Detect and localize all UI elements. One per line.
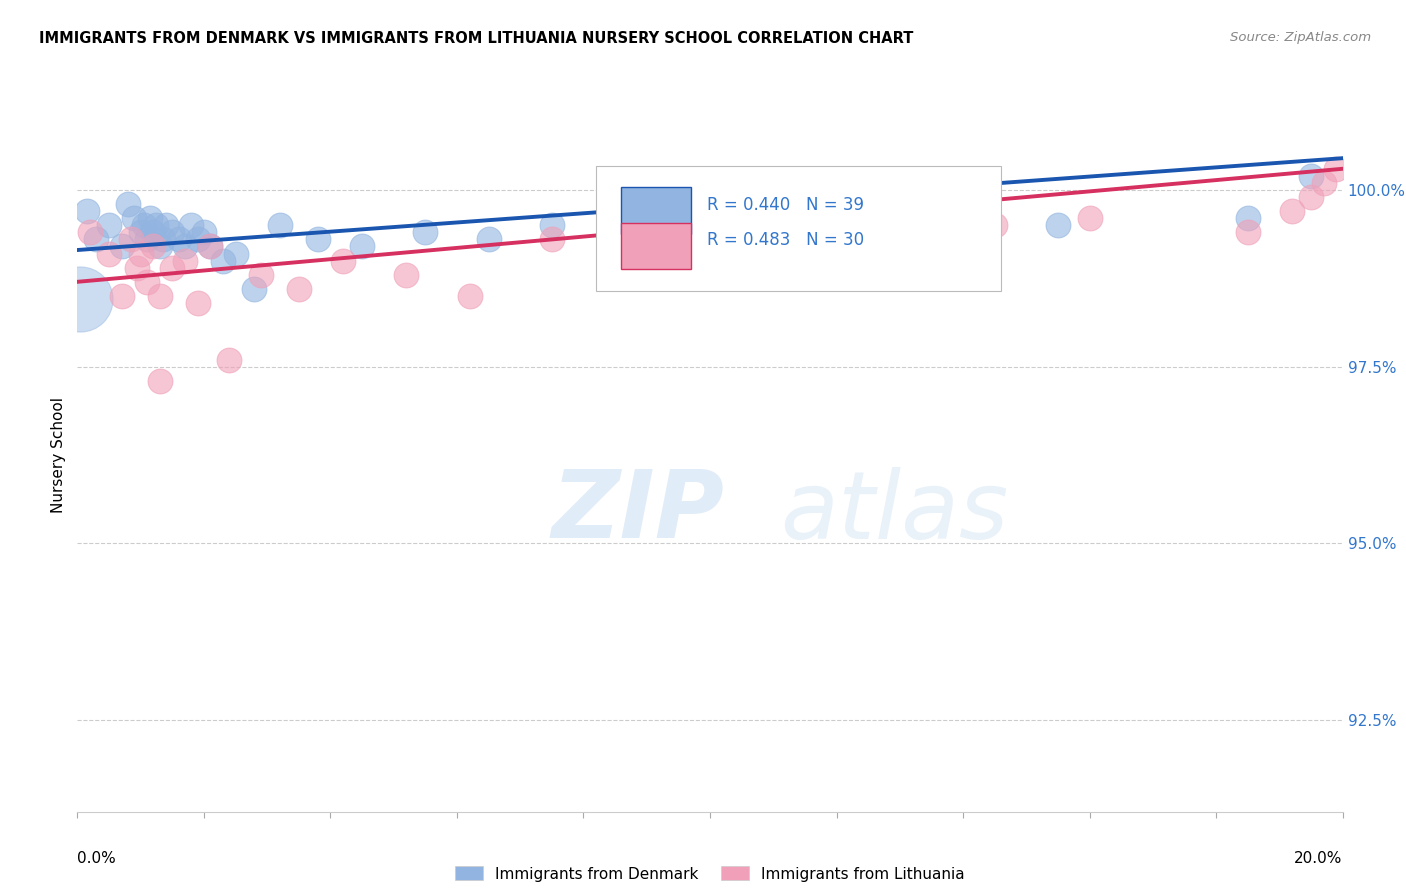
Point <box>699 239 721 253</box>
Point <box>98 219 120 233</box>
Point <box>193 225 215 239</box>
FancyBboxPatch shape <box>621 187 692 234</box>
Point <box>952 176 974 190</box>
Point <box>145 219 167 233</box>
Point <box>541 232 564 246</box>
Point <box>86 232 108 246</box>
Point <box>124 211 146 226</box>
Point <box>1047 219 1070 233</box>
Point <box>825 225 848 239</box>
Text: ZIP: ZIP <box>553 466 724 558</box>
Point <box>200 239 222 253</box>
Point <box>762 211 785 226</box>
Point <box>605 225 627 239</box>
Point <box>186 296 209 310</box>
Point <box>149 239 172 253</box>
Point <box>1301 169 1323 183</box>
Point <box>250 268 273 282</box>
Point <box>136 232 159 246</box>
Point <box>211 253 233 268</box>
Point <box>162 225 183 239</box>
Point <box>1313 176 1336 190</box>
Legend: Immigrants from Denmark, Immigrants from Lithuania: Immigrants from Denmark, Immigrants from… <box>451 862 969 886</box>
Text: Source: ZipAtlas.com: Source: ZipAtlas.com <box>1230 31 1371 45</box>
Y-axis label: Nursery School: Nursery School <box>51 397 66 513</box>
Point <box>218 352 240 367</box>
FancyBboxPatch shape <box>596 166 1001 291</box>
Point <box>1326 161 1348 176</box>
Point <box>225 246 247 260</box>
Point <box>69 293 91 307</box>
Text: R = 0.483   N = 30: R = 0.483 N = 30 <box>707 231 865 249</box>
Point <box>136 275 159 289</box>
Text: 0.0%: 0.0% <box>77 851 117 866</box>
Point <box>111 239 132 253</box>
Point <box>1301 190 1323 204</box>
Point <box>415 225 437 239</box>
Point <box>269 219 291 233</box>
Point <box>167 232 190 246</box>
Point <box>1237 225 1260 239</box>
Point <box>332 253 354 268</box>
Point <box>132 219 155 233</box>
Point <box>984 219 1007 233</box>
Point <box>605 260 627 275</box>
Text: atlas: atlas <box>780 467 1008 558</box>
Point <box>288 282 311 296</box>
Point <box>180 219 202 233</box>
Point <box>395 268 418 282</box>
Point <box>858 219 880 233</box>
Point <box>127 260 149 275</box>
FancyBboxPatch shape <box>621 223 692 269</box>
Point <box>243 282 266 296</box>
Text: R = 0.440   N = 39: R = 0.440 N = 39 <box>707 195 865 213</box>
Point <box>120 232 142 246</box>
Point <box>174 239 197 253</box>
Point <box>152 232 174 246</box>
Point <box>139 211 162 226</box>
Point <box>458 289 481 303</box>
Point <box>200 239 222 253</box>
Point <box>307 232 329 246</box>
Point <box>174 253 197 268</box>
Point <box>142 225 165 239</box>
Point <box>352 239 374 253</box>
Point <box>79 225 101 239</box>
Text: IMMIGRANTS FROM DENMARK VS IMMIGRANTS FROM LITHUANIA NURSERY SCHOOL CORRELATION : IMMIGRANTS FROM DENMARK VS IMMIGRANTS FR… <box>39 31 914 46</box>
Point <box>155 219 177 233</box>
Point <box>117 197 139 211</box>
Point <box>186 232 209 246</box>
Point <box>76 204 98 219</box>
Point <box>129 225 152 239</box>
Point <box>699 246 721 260</box>
Point <box>142 239 165 253</box>
Text: 20.0%: 20.0% <box>1295 851 1343 866</box>
Point <box>1078 211 1101 226</box>
Point <box>111 289 132 303</box>
Point <box>149 374 172 388</box>
Point <box>1281 204 1303 219</box>
Point <box>98 246 120 260</box>
Point <box>129 246 152 260</box>
Point <box>149 289 172 303</box>
Point <box>1237 211 1260 226</box>
Point <box>162 260 183 275</box>
Point <box>478 232 501 246</box>
Point <box>541 219 564 233</box>
